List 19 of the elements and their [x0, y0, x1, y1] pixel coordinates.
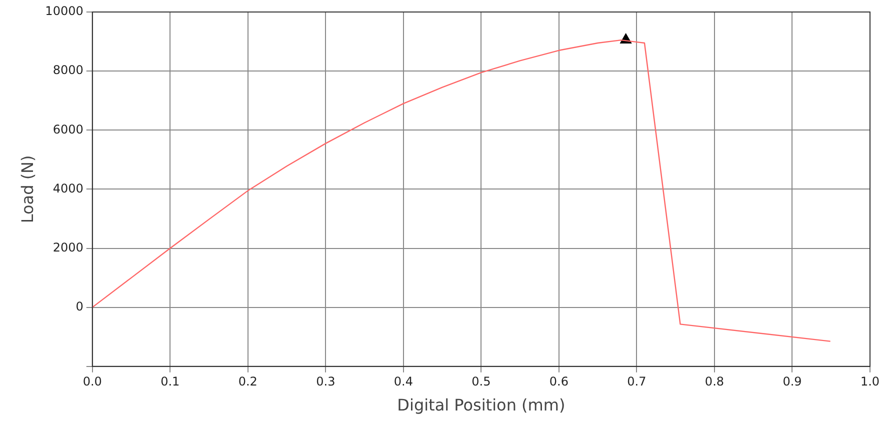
- x-tick-label: 0.6: [549, 374, 568, 389]
- y-axis-title: Load (N): [18, 155, 37, 224]
- x-tick-label: 1.0: [860, 374, 880, 389]
- x-tick-label: 0.0: [82, 374, 102, 389]
- y-tick-label: 4000: [52, 181, 84, 196]
- x-axis-title: Digital Position (mm): [397, 396, 566, 415]
- x-tick-label: 0.9: [782, 374, 802, 389]
- y-tick-label: 0: [76, 299, 84, 314]
- y-tick-label: 6000: [52, 122, 84, 136]
- x-tick-label: 0.1: [160, 374, 180, 389]
- x-tick-label: 0.5: [472, 374, 491, 389]
- x-tick-label: 0.7: [627, 374, 646, 389]
- x-tick-label: 0.2: [238, 374, 258, 389]
- x-tick-label: 0.8: [704, 374, 724, 389]
- y-tick-label: 8000: [52, 63, 84, 78]
- y-tick-label: 10000: [45, 4, 84, 18]
- x-tick-label: 0.3: [316, 374, 336, 389]
- x-tick-label: 0.4: [394, 374, 413, 389]
- y-tick-label: 2000: [52, 240, 84, 254]
